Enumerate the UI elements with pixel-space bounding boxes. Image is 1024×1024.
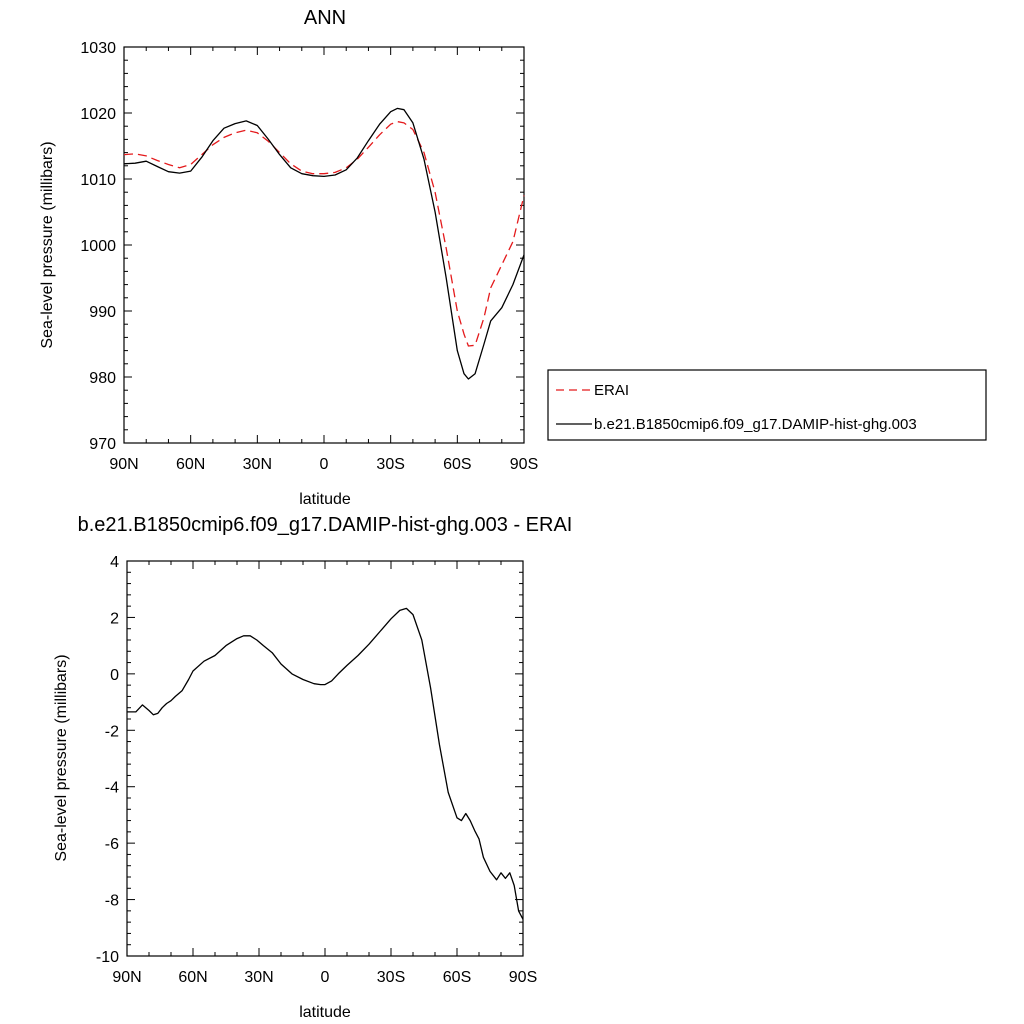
top-plot-area bbox=[123, 46, 525, 444]
top-y-tick-label: 980 bbox=[89, 370, 116, 387]
top-axes-ticks: 90N 60N 30N 0 30S 60S 90S 1030 1020 1010 1000 990 98… bbox=[80, 40, 538, 473]
bottom-axes-ticks: 90N 60N 30N 0 30S 60S 90S 4 2 0 -2 -4 -6 -8 -10 bbox=[96, 554, 537, 986]
top-y-axis-label: Sea-level pressure (millibars) bbox=[39, 141, 56, 348]
top-x-tick-label: 60N bbox=[176, 456, 205, 473]
bottom-y-tick-label: -8 bbox=[105, 893, 119, 910]
top-y-tick-label: 970 bbox=[89, 436, 116, 453]
bottom-y-tick-label: -10 bbox=[96, 949, 119, 966]
legend-erai-label: ERAI bbox=[594, 382, 629, 399]
bottom-y-tick-label: 2 bbox=[110, 610, 119, 627]
top-y-tick-label: 1020 bbox=[80, 106, 116, 123]
top-y-tick-label: 990 bbox=[89, 304, 116, 321]
bottom-series-line-0 bbox=[127, 607, 524, 920]
top-series-line-0 bbox=[123, 120, 525, 347]
top-series-lines bbox=[123, 107, 525, 380]
legend-box bbox=[547, 369, 987, 441]
top-y-tick-label: 1000 bbox=[80, 238, 116, 255]
bottom-x-tick-label: 60N bbox=[178, 969, 207, 986]
bottom-series-lines bbox=[127, 607, 524, 920]
bottom-x-tick-label: 0 bbox=[321, 969, 330, 986]
bottom-x-tick-label: 60S bbox=[443, 969, 471, 986]
bottom-plot-frame bbox=[126, 560, 524, 957]
bottom-y-tick-label: -4 bbox=[105, 780, 119, 797]
top-x-tick-label: 0 bbox=[320, 456, 329, 473]
top-y-tick-label: 1010 bbox=[80, 172, 116, 189]
bottom-y-tick-label: -2 bbox=[105, 723, 119, 740]
legend-model-label: b.e21.B1850cmip6.f09_g17.DAMIP-hist-ghg.… bbox=[594, 416, 917, 433]
top-plot-frame bbox=[123, 46, 525, 444]
top-series-line-1 bbox=[123, 107, 525, 380]
top-x-tick-label: 30N bbox=[243, 456, 272, 473]
top-x-tick-label: 60S bbox=[443, 456, 471, 473]
legend: ERAI b.e21.B1850cmip6.f09_g17.DAMIP-hist… bbox=[547, 369, 987, 441]
bottom-x-tick-label: 30S bbox=[377, 969, 405, 986]
top-x-tick-label: 30S bbox=[376, 456, 404, 473]
top-x-tick-label: 90N bbox=[109, 456, 138, 473]
bottom-y-tick-label: 0 bbox=[110, 667, 119, 684]
top-x-axis-label: latitude bbox=[299, 491, 351, 508]
chart-title-top: ANN bbox=[304, 7, 346, 29]
top-x-tick-label: 90S bbox=[510, 456, 538, 473]
bottom-x-axis-label: latitude bbox=[299, 1004, 351, 1021]
bottom-y-axis-label: Sea-level pressure (millibars) bbox=[53, 654, 70, 861]
bottom-y-tick-label: 4 bbox=[110, 554, 119, 571]
bottom-x-tick-label: 90S bbox=[509, 969, 537, 986]
bottom-plot-area bbox=[126, 560, 524, 957]
top-y-tick-label: 1030 bbox=[80, 40, 116, 57]
bottom-y-tick-label: -6 bbox=[105, 836, 119, 853]
bottom-x-tick-label: 90N bbox=[112, 969, 141, 986]
chart-title-bottom: b.e21.B1850cmip6.f09_g17.DAMIP-hist-ghg.… bbox=[78, 514, 573, 536]
bottom-x-tick-label: 30N bbox=[244, 969, 273, 986]
